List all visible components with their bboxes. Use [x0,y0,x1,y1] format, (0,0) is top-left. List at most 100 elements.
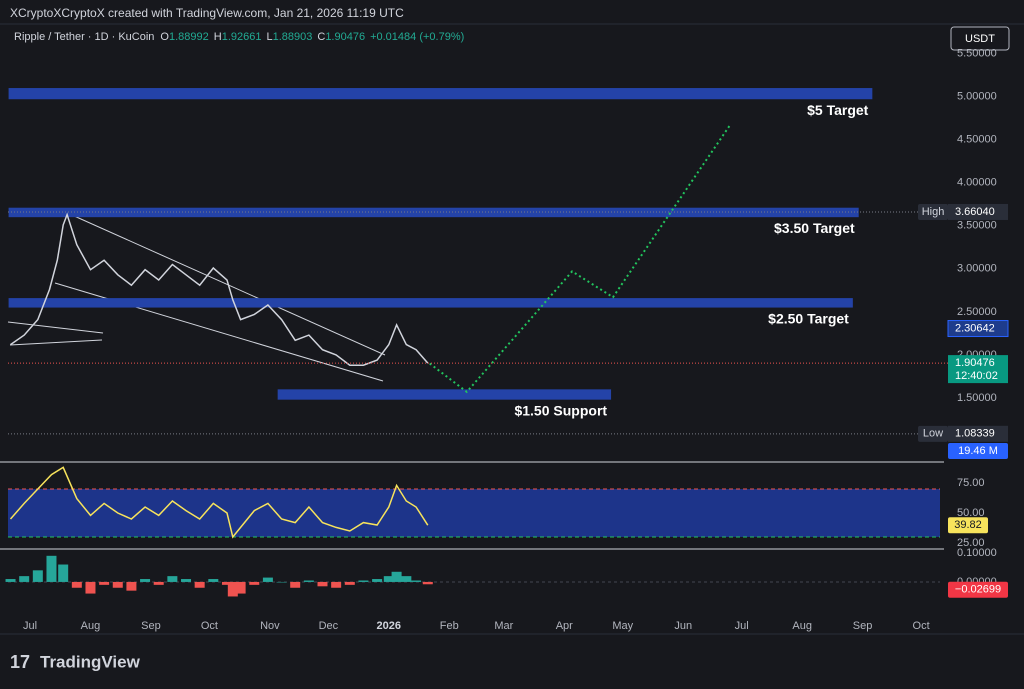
target-zone [277,389,612,400]
histogram-bar [167,576,178,582]
x-tick-label: Jul [735,620,749,632]
histogram-bar [99,581,110,585]
histogram-bar [401,576,412,582]
logo-mark: 17 [10,652,30,672]
histogram-bar [331,581,342,588]
currency-box[interactable] [950,26,1010,51]
histogram-bar [153,581,164,585]
histogram-bar [5,579,16,582]
histogram-bar [358,580,369,582]
histogram-bar [208,579,219,582]
ohlc-key: O [160,31,169,43]
price-tag-box [918,203,948,220]
x-tick-label: Oct [913,620,930,632]
histogram-bar [58,564,69,582]
attribution: XCryptoXCryptoX created with TradingView… [10,6,404,20]
logo: 17 TradingView [10,652,141,672]
histogram-bar [290,581,301,588]
change: +0.01484 (+0.79%) [370,31,464,43]
x-tick-label: Dec [319,620,339,632]
x-tick-label: Feb [440,620,459,632]
y-tick-label: 5.50000 [957,48,997,60]
x-tick-label: Jun [674,620,692,632]
histogram-bar [391,571,402,582]
currency[interactable]: USDT [965,33,995,45]
histogram-bar [112,581,123,588]
target-zone [8,298,853,308]
x-tick-label: Aug [792,620,812,632]
projection [429,124,731,394]
price-label-box [948,203,1008,220]
zone-label: $1.50 Support [514,402,607,418]
y-tick-label: 3.50000 [957,220,997,232]
histogram-bar [194,581,205,588]
last-value: −0.02699 [955,584,1001,596]
ohlc-key: H [214,31,222,43]
histogram-bar [344,581,355,585]
histogram-bar [181,579,192,582]
histogram-bar [383,576,394,582]
y-tick-label: 50.00 [957,507,985,519]
x-tick-label: May [612,620,633,632]
histogram-bar [262,577,273,582]
x-tick-label: Nov [260,620,280,632]
ohlc-value: 1.90476 [325,31,365,43]
histogram-bar [422,581,433,585]
x-tick-label: Jul [23,620,37,632]
y-tick-label: 25.00 [957,537,985,549]
target-zone [8,88,873,100]
price-label-box [948,355,1008,384]
histogram-bar [235,581,246,594]
price-tag: Low [923,428,943,440]
y-tick-label: 3.00000 [957,263,997,275]
y-tick-label: 4.50000 [957,134,997,146]
price-tag: High [922,206,945,218]
histogram-bar [32,570,43,582]
price-label: 3.66040 [955,206,995,218]
volume-label: 19.46 M [958,445,998,457]
y-tick-label: 0.10000 [957,547,997,559]
histogram-bar [46,555,57,582]
symbol-info: Ripple / Tether · 1D · KuCoin O1.88992 H1.… [14,31,464,43]
histogram-bar [303,580,314,582]
histogram-bar [317,581,328,587]
last-value-box [948,517,988,534]
trendline [7,321,104,334]
rsi-band [8,489,940,537]
histogram-bar [85,581,96,594]
y-tick-label: 2.50000 [957,306,997,318]
y-tick-label: 1.50000 [957,392,997,404]
histogram-bar [140,579,151,582]
x-tick-label: Oct [201,620,218,632]
zone-label: $2.50 Target [768,310,849,326]
last-value: 39.82 [954,519,982,531]
target-zone [8,207,859,218]
histogram-bar [249,581,260,585]
histogram-bar [71,581,82,588]
zone-label: $5 Target [807,102,869,118]
price-label: 1.08339 [955,428,995,440]
histogram-bar [276,581,287,583]
histogram-bar [126,581,137,591]
x-tick-label: Aug [81,620,101,632]
price-line [9,466,429,539]
ohlc-value: 1.92661 [222,31,262,43]
histogram-bar [19,576,30,582]
x-tick-label: Mar [494,620,513,632]
histogram-bar [411,580,422,582]
trendline [9,339,103,346]
countdown: 12:40:02 [955,370,998,382]
x-tick-label: Sep [141,620,161,632]
price-label-box [948,425,1008,442]
price-line [10,212,429,366]
ohlc-key: C [317,31,325,43]
symbol: Ripple / Tether · 1D · KuCoin [14,31,154,43]
ohlc-key: L [266,31,272,43]
histogram-bar [221,581,232,585]
x-tick-label: Apr [556,620,573,632]
histogram-bar [227,581,238,597]
last-value-box [948,581,1008,598]
price-tag-box [918,425,948,442]
